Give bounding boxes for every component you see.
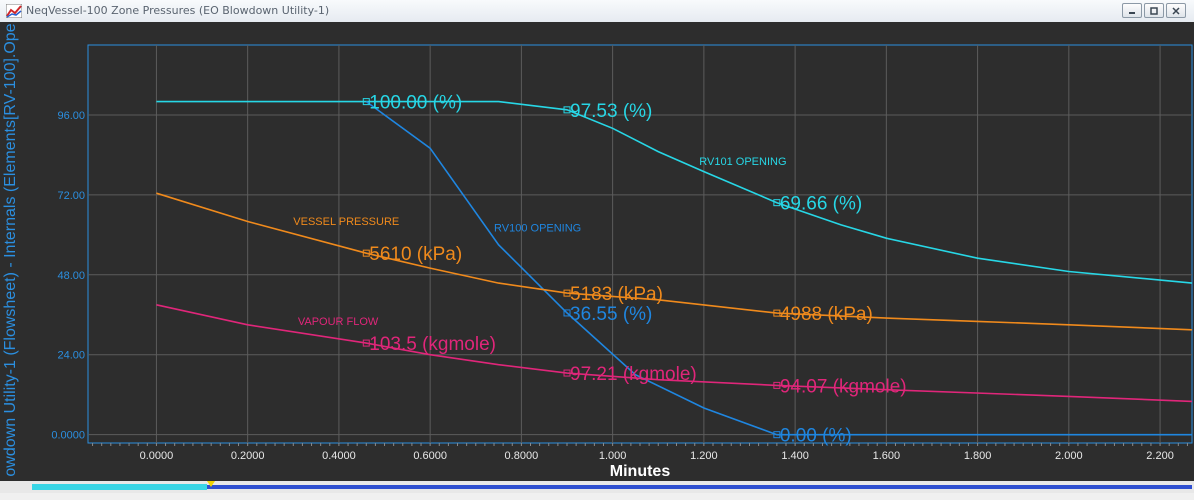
window-controls (1122, 3, 1186, 18)
x-tick-label: 0.4000 (322, 450, 356, 462)
data-point-marker (362, 98, 370, 106)
x-tick-label: 0.6000 (413, 450, 447, 462)
data-point-marker (362, 249, 370, 257)
series-label: VAPOUR FLOW (298, 316, 379, 328)
data-label: 0.00 (%) (780, 426, 852, 447)
series-line-rv101-opening (156, 100, 1193, 284)
restore-icon[interactable] (1144, 3, 1164, 18)
data-label: 97.53 (%) (570, 101, 652, 122)
y-tick-label: 72.00 (57, 190, 85, 202)
series-label: RV100 OPENING (494, 223, 581, 235)
title-bar[interactable]: NeqVessel-100 Zone Pressures (EO Blowdow… (0, 0, 1194, 23)
y-tick-label: 96.00 (57, 110, 85, 122)
data-label: 100.00 (%) (369, 93, 462, 114)
data-point-marker (563, 309, 571, 317)
x-tick-label: 0.2000 (231, 450, 265, 462)
close-icon[interactable] (1166, 3, 1186, 18)
x-tick-label: 2.200 (1146, 450, 1174, 462)
y-axis-label: owdown Utility-1 (Flowsheet) - Internals… (2, 23, 19, 477)
data-point-marker (773, 381, 781, 389)
x-tick-label: 1.800 (964, 450, 992, 462)
data-label: 5183 (kPa) (570, 284, 663, 305)
y-tick-label: 0.0000 (51, 430, 85, 442)
data-point-marker (563, 289, 571, 297)
trend-chart[interactable]: 0.0000 0.2000 0.4000 0.6000 0.8000 1.000 1.200… (0, 22, 1194, 481)
data-label: 5610 (kPa) (369, 244, 462, 265)
chart-background (0, 22, 1194, 481)
data-label: 4988 (kPa) (780, 304, 873, 325)
chart-icon (6, 4, 22, 18)
series-line-vessel-pressure (156, 192, 1193, 331)
data-label: 103.5 (kgmole) (369, 334, 496, 355)
series-label: RV101 OPENING (699, 156, 786, 168)
x-tick-label: 0.0000 (140, 450, 174, 462)
series-line-rv100-opening (365, 100, 1192, 436)
minimize-icon[interactable] (1122, 3, 1142, 18)
series-label: VESSEL PRESSURE (293, 216, 399, 228)
x-tick-label: 1.400 (781, 450, 809, 462)
scroll-track[interactable] (207, 485, 1192, 489)
x-tick-label: 0.8000 (505, 450, 539, 462)
data-point-marker (773, 309, 781, 317)
y-tick-label: 48.00 (57, 270, 85, 282)
x-tick-label: 1.000 (599, 450, 627, 462)
x-axis-label: Minutes (610, 463, 671, 480)
data-point-marker (362, 339, 370, 347)
x-tick-label: 2.000 (1055, 450, 1083, 462)
window-title: NeqVessel-100 Zone Pressures (EO Blowdow… (26, 4, 330, 17)
data-label: 97.21 (kgmole) (570, 364, 697, 385)
time-marker-icon[interactable] (207, 481, 215, 487)
scroll-thumb[interactable] (32, 484, 207, 490)
time-scrollbar[interactable] (0, 481, 1194, 493)
data-label: 36.55 (%) (570, 304, 652, 325)
x-tick-label: 1.600 (873, 450, 901, 462)
data-point-marker (563, 106, 571, 114)
data-label: 69.66 (%) (780, 194, 862, 215)
data-point-marker (773, 431, 781, 439)
series-line-vapour-flow (156, 304, 1193, 403)
y-tick-label: 24.00 (57, 350, 85, 362)
data-point-marker (773, 199, 781, 207)
x-tick-label: 1.200 (690, 450, 718, 462)
data-point-marker (563, 369, 571, 377)
data-label: 94.07 (kgmole) (780, 376, 907, 397)
